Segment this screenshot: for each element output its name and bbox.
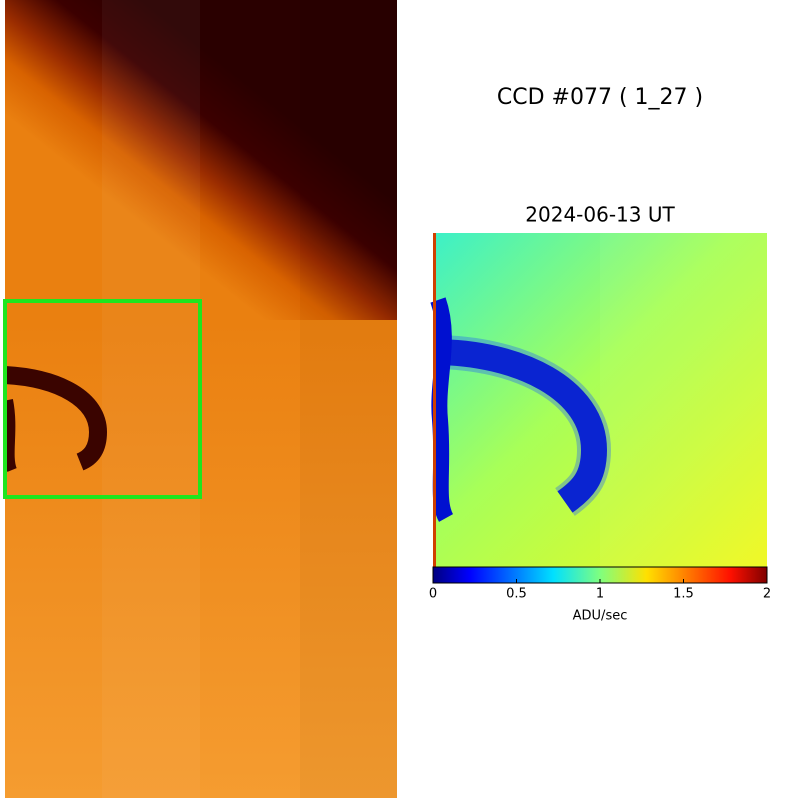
colorbar-tick-label: 1 <box>596 587 604 602</box>
colorbar-label: ADU/sec <box>573 609 628 624</box>
subtitle: 2024-06-13 UT <box>525 203 675 227</box>
colorbar-tick-label: 0 <box>429 587 437 602</box>
title: CCD #077 ( 1_27 ) <box>497 85 703 110</box>
zoom-box <box>3 299 202 499</box>
zoom-image <box>430 233 767 567</box>
colorbar-tick-label: 1.5 <box>673 587 694 602</box>
colorbar-tick-label: 2 <box>763 587 771 602</box>
full-image <box>3 0 397 798</box>
colorbar-tick-label: 0.5 <box>506 587 527 602</box>
